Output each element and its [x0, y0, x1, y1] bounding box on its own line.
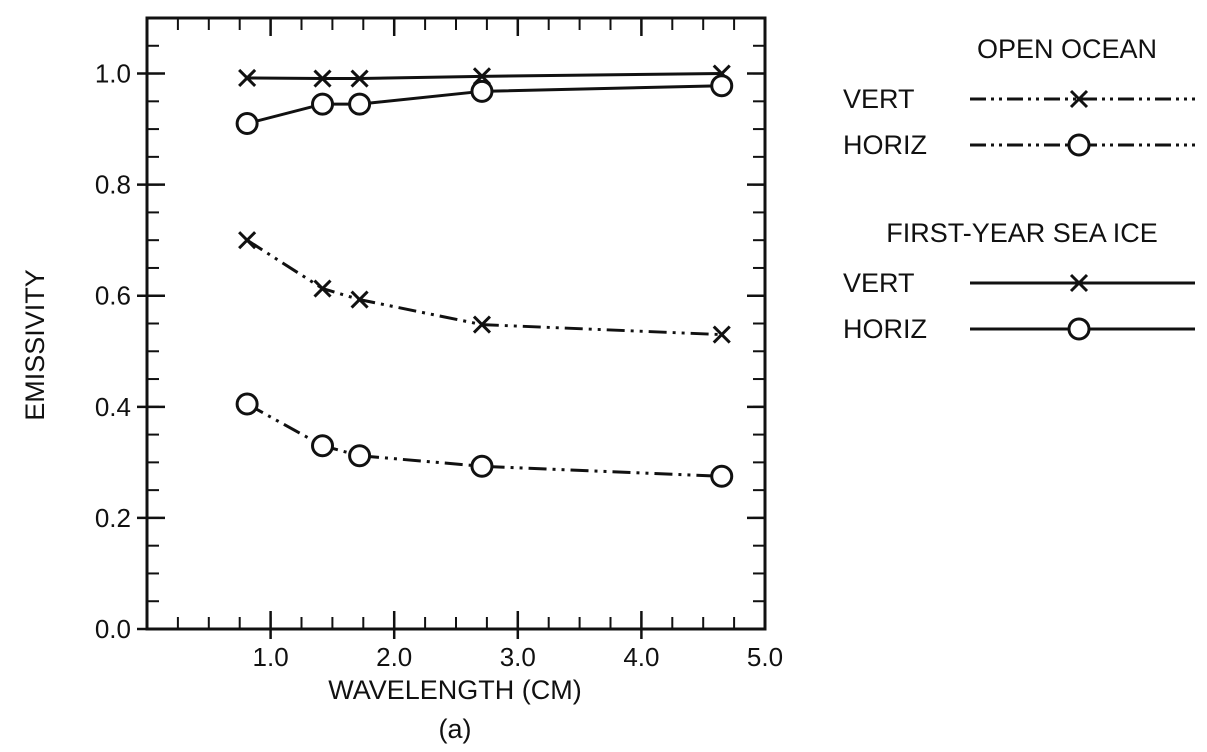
legend-item: HORIZ — [843, 130, 1195, 160]
marker-stroke — [350, 290, 369, 309]
figure-caption: (a) — [439, 714, 472, 744]
marker-stroke — [238, 68, 257, 88]
y-axis-title: EMISSIVITY — [20, 269, 50, 421]
y-tick-label: 0.2 — [95, 503, 131, 533]
legend-item: HORIZ — [843, 314, 1195, 344]
axes: 0.0 0.2 0.4 0.6 0.8 1.0 1.0 2.0 3.0 4.0 5.0 — [95, 16, 783, 672]
data-point — [712, 325, 731, 344]
legend-label: HORIZ — [843, 130, 927, 160]
marker-stroke — [1069, 273, 1089, 293]
legend-label: VERT — [843, 268, 915, 298]
legend: OPEN OCEAN VERT HORIZ FIRST-YEAR SEA ICE VER… — [843, 34, 1195, 344]
data-point — [238, 68, 257, 88]
data-point — [313, 69, 332, 88]
legend-marker — [1067, 317, 1091, 341]
marker-stroke — [313, 279, 332, 298]
data-point — [348, 92, 372, 116]
y-tick-label: 0.0 — [95, 614, 131, 644]
marker-stroke — [472, 315, 492, 334]
marker-stroke — [712, 325, 731, 344]
series-1 — [235, 74, 734, 136]
legend-item: VERT — [843, 84, 1195, 114]
legend-group-title: OPEN OCEAN — [977, 34, 1157, 64]
x-tick-label: 4.0 — [623, 642, 659, 672]
legend-group-0: OPEN OCEAN VERT HORIZ — [843, 34, 1195, 160]
data-point — [350, 69, 369, 88]
y-tick-label: 1.0 — [95, 59, 131, 89]
y-tick-label: 0.6 — [95, 281, 131, 311]
data-point — [710, 74, 734, 98]
legend-item: VERT — [843, 268, 1195, 298]
series-2 — [238, 231, 731, 344]
x-tick-label: 2.0 — [376, 642, 412, 672]
data-point — [348, 444, 372, 468]
legend-marker — [1067, 133, 1091, 157]
y-tick-label: 0.8 — [95, 170, 131, 200]
data-point — [350, 290, 369, 309]
x-tick-label: 3.0 — [500, 642, 536, 672]
data-point — [311, 92, 335, 116]
series-0 — [238, 64, 731, 88]
data-point — [238, 231, 257, 250]
data-point — [311, 434, 335, 458]
data-point — [313, 279, 332, 298]
legend-label: VERT — [843, 84, 915, 114]
data-point — [470, 454, 494, 478]
marker-stroke — [1069, 89, 1089, 109]
data-point — [235, 392, 259, 416]
marker-stroke — [238, 231, 257, 250]
data-point — [472, 315, 492, 334]
legend-group-title: FIRST-YEAR SEA ICE — [886, 218, 1158, 248]
legend-marker — [1069, 89, 1089, 109]
data-point — [710, 464, 734, 488]
marker-stroke — [350, 69, 369, 88]
x-tick-label: 1.0 — [253, 642, 289, 672]
legend-marker — [1069, 273, 1089, 293]
legend-label: HORIZ — [843, 314, 927, 344]
series-line — [246, 402, 722, 478]
y-tick-label: 0.4 — [95, 392, 131, 422]
legend-group-1: FIRST-YEAR SEA ICE VERT HORIZ — [843, 218, 1195, 344]
data-point — [470, 79, 494, 103]
x-tick-label: 5.0 — [747, 642, 783, 672]
x-axis-title: WAVELENGTH (CM) — [328, 675, 582, 705]
data-point — [235, 112, 259, 136]
marker-stroke — [313, 69, 332, 88]
series-layer — [235, 64, 734, 488]
plot-frame — [145, 16, 767, 631]
series-3 — [235, 392, 734, 488]
